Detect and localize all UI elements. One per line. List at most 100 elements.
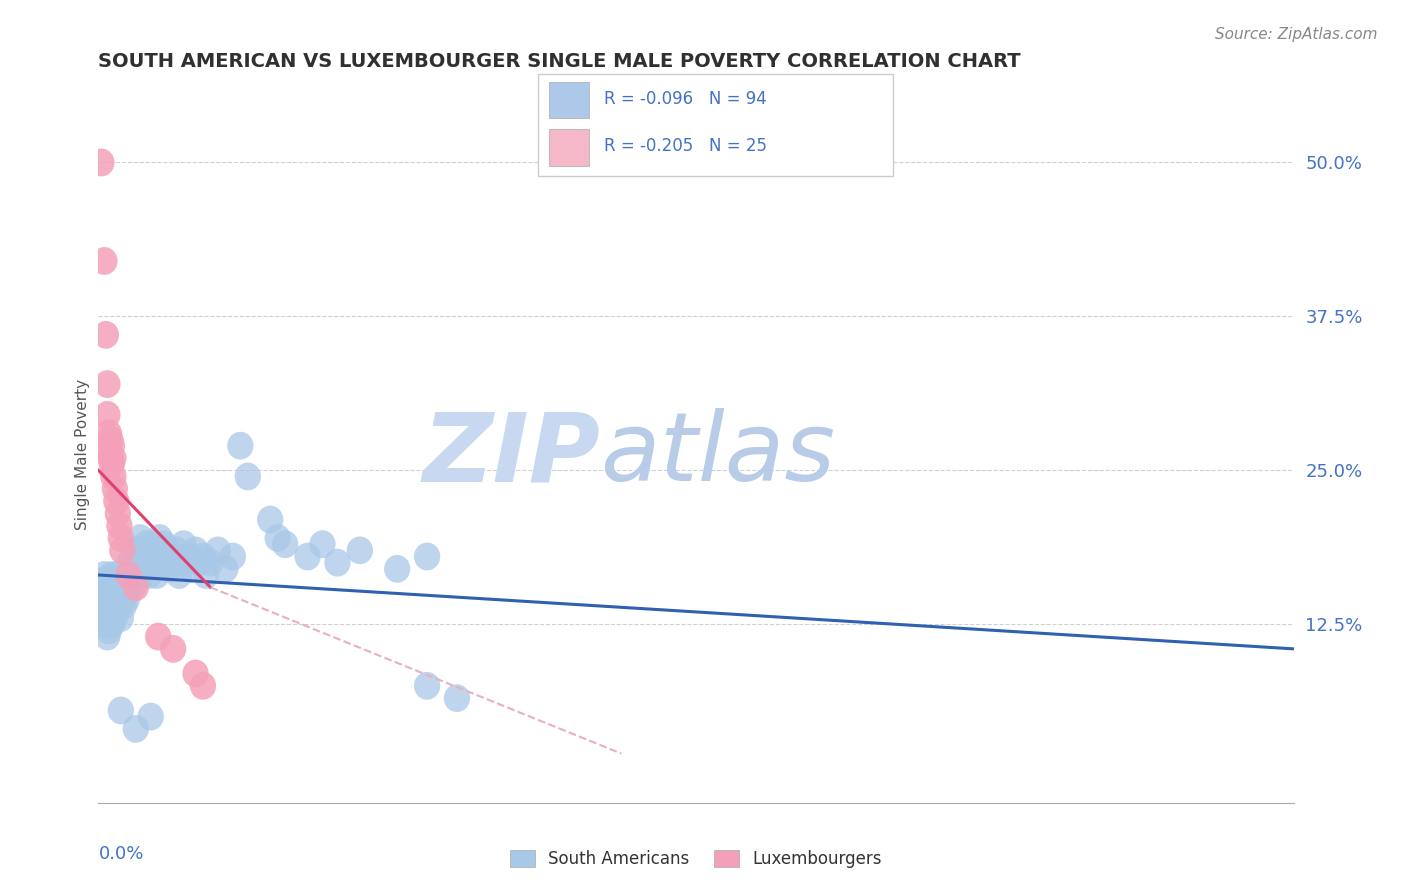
- Ellipse shape: [94, 574, 121, 601]
- Ellipse shape: [121, 555, 148, 582]
- Ellipse shape: [103, 487, 129, 515]
- Ellipse shape: [174, 542, 201, 570]
- Ellipse shape: [110, 567, 135, 595]
- Ellipse shape: [160, 549, 186, 576]
- Ellipse shape: [96, 592, 122, 620]
- Ellipse shape: [122, 536, 149, 565]
- Ellipse shape: [103, 592, 129, 620]
- Ellipse shape: [97, 574, 124, 601]
- Ellipse shape: [136, 561, 162, 589]
- Ellipse shape: [96, 567, 122, 595]
- Legend: South Americans, Luxembourgers: South Americans, Luxembourgers: [503, 843, 889, 874]
- Ellipse shape: [108, 604, 134, 632]
- Ellipse shape: [97, 425, 124, 453]
- Ellipse shape: [100, 598, 127, 626]
- Ellipse shape: [148, 542, 174, 570]
- Ellipse shape: [131, 536, 156, 565]
- Ellipse shape: [98, 432, 125, 459]
- Ellipse shape: [112, 580, 138, 607]
- Ellipse shape: [97, 444, 124, 472]
- Ellipse shape: [107, 592, 132, 620]
- Ellipse shape: [170, 530, 197, 558]
- Ellipse shape: [101, 604, 128, 632]
- Ellipse shape: [122, 715, 149, 743]
- Ellipse shape: [89, 586, 114, 614]
- FancyBboxPatch shape: [548, 129, 589, 166]
- Ellipse shape: [271, 530, 298, 558]
- Ellipse shape: [132, 549, 157, 576]
- Ellipse shape: [138, 536, 165, 565]
- Ellipse shape: [190, 672, 217, 699]
- Ellipse shape: [190, 542, 217, 570]
- Ellipse shape: [98, 610, 125, 638]
- Ellipse shape: [94, 598, 121, 626]
- Ellipse shape: [117, 549, 143, 576]
- Text: R = -0.205   N = 25: R = -0.205 N = 25: [603, 137, 766, 155]
- Ellipse shape: [108, 697, 134, 724]
- Ellipse shape: [143, 561, 170, 589]
- Ellipse shape: [167, 549, 194, 576]
- Ellipse shape: [115, 561, 142, 589]
- Ellipse shape: [108, 586, 134, 614]
- Ellipse shape: [89, 604, 114, 632]
- Ellipse shape: [212, 555, 239, 582]
- Ellipse shape: [384, 555, 411, 582]
- Y-axis label: Single Male Poverty: Single Male Poverty: [75, 379, 90, 531]
- Ellipse shape: [193, 561, 219, 589]
- Ellipse shape: [115, 574, 142, 601]
- Ellipse shape: [145, 542, 172, 570]
- Ellipse shape: [142, 549, 169, 576]
- Ellipse shape: [104, 500, 131, 527]
- Ellipse shape: [179, 555, 204, 582]
- Ellipse shape: [98, 586, 125, 614]
- Text: SOUTH AMERICAN VS LUXEMBOURGER SINGLE MALE POVERTY CORRELATION CHART: SOUTH AMERICAN VS LUXEMBOURGER SINGLE MA…: [98, 53, 1021, 71]
- Text: ZIP: ZIP: [422, 409, 600, 501]
- Ellipse shape: [149, 549, 176, 576]
- Ellipse shape: [183, 659, 208, 688]
- Ellipse shape: [141, 530, 167, 558]
- Ellipse shape: [135, 549, 160, 576]
- Ellipse shape: [160, 635, 186, 663]
- Ellipse shape: [166, 561, 193, 589]
- Ellipse shape: [228, 432, 253, 459]
- Ellipse shape: [264, 524, 291, 552]
- Ellipse shape: [124, 561, 150, 589]
- Ellipse shape: [93, 610, 120, 638]
- Ellipse shape: [91, 592, 118, 620]
- Ellipse shape: [87, 574, 112, 601]
- Ellipse shape: [139, 549, 166, 576]
- Ellipse shape: [101, 586, 128, 614]
- Ellipse shape: [347, 536, 373, 565]
- Ellipse shape: [96, 438, 122, 466]
- Ellipse shape: [90, 567, 117, 595]
- Ellipse shape: [156, 555, 181, 582]
- Ellipse shape: [294, 542, 321, 570]
- Ellipse shape: [107, 574, 132, 601]
- Ellipse shape: [98, 561, 125, 589]
- Ellipse shape: [108, 524, 134, 552]
- Ellipse shape: [100, 463, 127, 491]
- Text: atlas: atlas: [600, 409, 835, 501]
- Ellipse shape: [111, 574, 136, 601]
- Ellipse shape: [91, 247, 118, 275]
- Ellipse shape: [94, 623, 121, 650]
- Ellipse shape: [118, 561, 145, 589]
- Ellipse shape: [112, 561, 138, 589]
- Ellipse shape: [145, 623, 172, 650]
- Text: Source: ZipAtlas.com: Source: ZipAtlas.com: [1215, 27, 1378, 42]
- Ellipse shape: [157, 542, 183, 570]
- Ellipse shape: [98, 450, 125, 478]
- Ellipse shape: [97, 598, 124, 626]
- Ellipse shape: [90, 598, 117, 626]
- Ellipse shape: [197, 549, 224, 576]
- Ellipse shape: [134, 530, 159, 558]
- Ellipse shape: [125, 549, 152, 576]
- Ellipse shape: [110, 586, 135, 614]
- Ellipse shape: [101, 475, 128, 503]
- Ellipse shape: [122, 574, 149, 601]
- Ellipse shape: [444, 684, 470, 712]
- Ellipse shape: [325, 549, 350, 576]
- Ellipse shape: [155, 536, 180, 565]
- Ellipse shape: [219, 542, 246, 570]
- Ellipse shape: [89, 149, 114, 177]
